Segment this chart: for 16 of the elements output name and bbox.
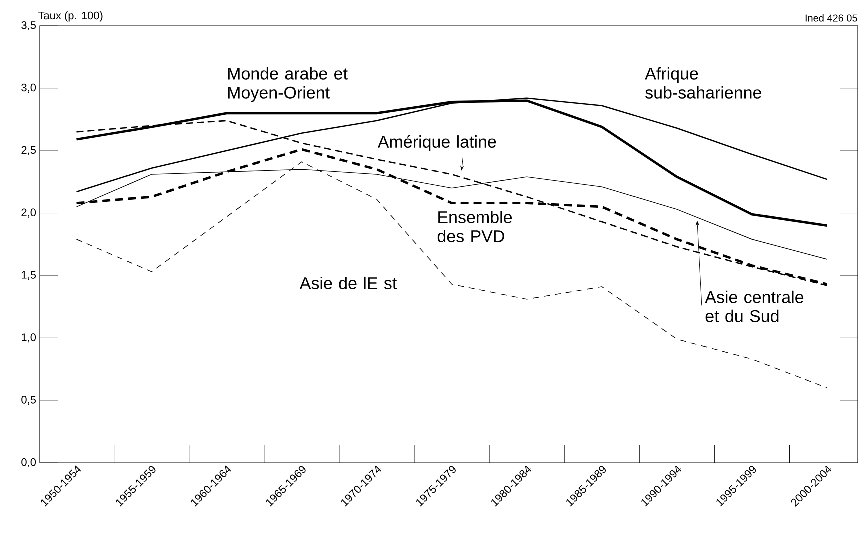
y-tick-label: 3,0 xyxy=(22,84,36,93)
text: Asie de lE st xyxy=(300,276,398,290)
y-tick-label: 0,5 xyxy=(22,396,36,406)
series-label: Afrique sub-saharienne xyxy=(645,67,762,99)
text: Ined 426 05 xyxy=(806,14,858,22)
series-label: Amérique latine xyxy=(378,135,496,152)
y-tick-label: 1,5 xyxy=(22,271,36,280)
series-label: Monde arabe et Moyen-Orient xyxy=(228,67,348,102)
y-tick-label: 3,5 xyxy=(22,21,36,31)
y-tick-label: 2,5 xyxy=(22,146,36,156)
y-tick-label: 2,0 xyxy=(22,208,36,218)
text: Asie centrale et du Sud xyxy=(705,290,804,322)
y-axis-title: Taux (p. 100) xyxy=(38,12,103,22)
series-label: Ensemble des PVD xyxy=(438,210,512,242)
y-tick-label: 1,0 xyxy=(22,334,36,343)
y-tick-label: 0,0 xyxy=(22,458,36,468)
